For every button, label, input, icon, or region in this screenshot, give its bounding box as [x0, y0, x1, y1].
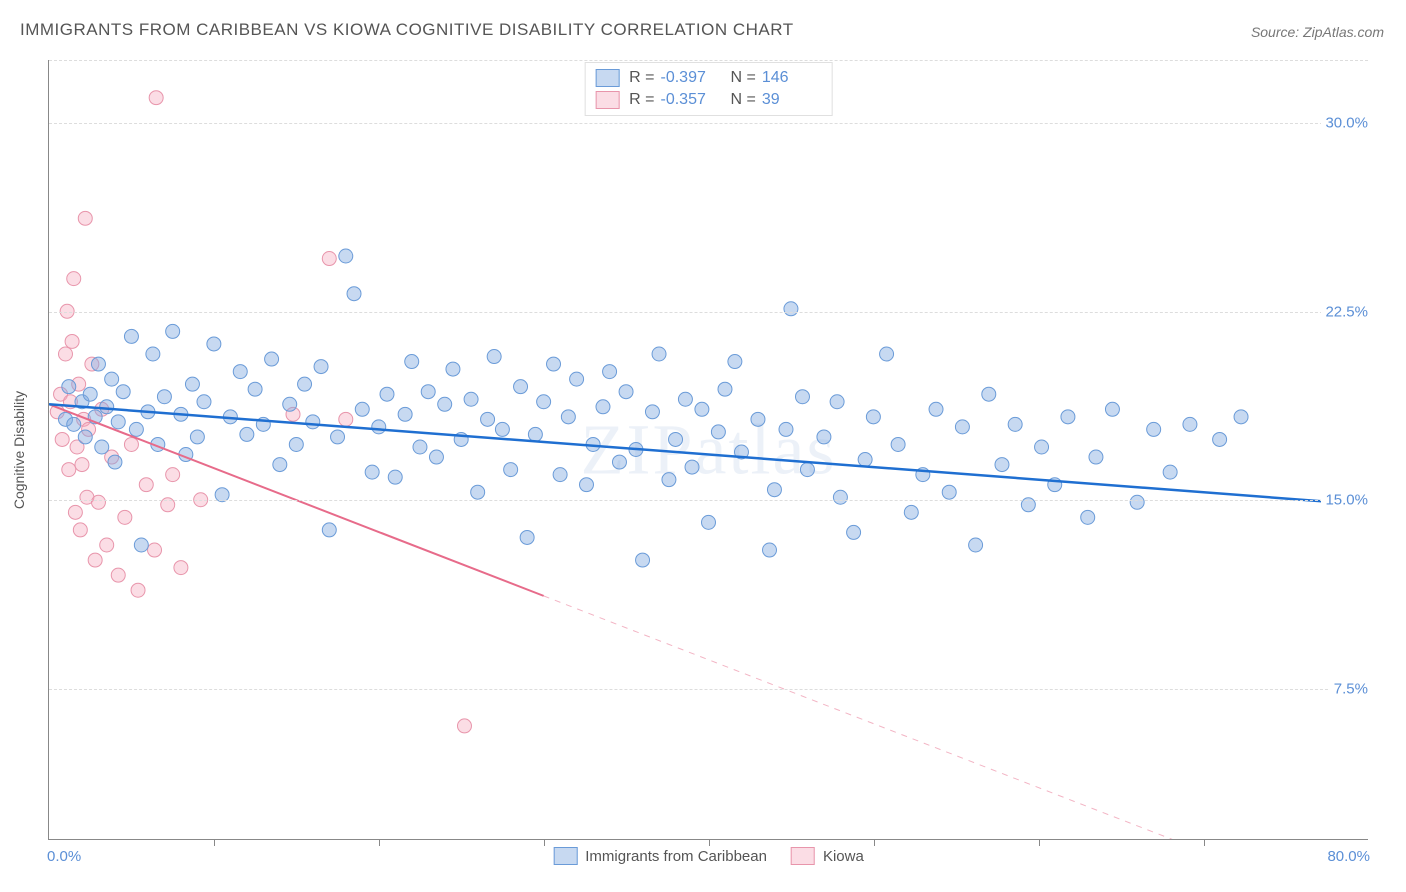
grid-line	[49, 689, 1368, 690]
y-axis-title: Cognitive Disability	[11, 390, 27, 508]
grid-line	[49, 500, 1368, 501]
x-tick	[214, 839, 215, 846]
x-tick	[379, 839, 380, 846]
grid-line	[49, 60, 1368, 61]
swatch-caribbean-icon	[553, 847, 577, 865]
x-max-label: 80.0%	[1327, 848, 1370, 865]
x-tick	[874, 839, 875, 846]
x-tick	[1039, 839, 1040, 846]
x-tick	[1204, 839, 1205, 846]
chart-title: IMMIGRANTS FROM CARIBBEAN VS KIOWA COGNI…	[20, 20, 794, 40]
stats-row-caribbean: R = -0.397 N = 146	[595, 67, 822, 89]
y-tick-label: 30.0%	[1321, 112, 1372, 133]
source-attribution: Source: ZipAtlas.com	[1251, 24, 1384, 40]
grid-line	[49, 123, 1368, 124]
r-value-kiowa: -0.357	[661, 91, 721, 109]
swatch-kiowa-icon	[595, 91, 619, 109]
x-tick	[709, 839, 710, 846]
x-tick	[544, 839, 545, 846]
n-value-kiowa: 39	[762, 91, 822, 109]
swatch-caribbean-icon	[595, 69, 619, 87]
grid-line	[49, 312, 1368, 313]
n-value-caribbean: 146	[762, 69, 822, 87]
legend-label-caribbean: Immigrants from Caribbean	[585, 848, 767, 865]
stats-row-kiowa: R = -0.357 N = 39	[595, 89, 822, 111]
swatch-kiowa-icon	[791, 847, 815, 865]
y-tick-label: 7.5%	[1330, 679, 1372, 700]
plot-area: Cognitive Disability ZIPatlas R = -0.397…	[48, 60, 1368, 840]
n-label: N =	[731, 69, 756, 87]
n-label: N =	[731, 91, 756, 109]
legend-item-kiowa: Kiowa	[791, 847, 864, 865]
y-tick-label: 15.0%	[1321, 490, 1372, 511]
bottom-legend: Immigrants from Caribbean Kiowa	[553, 847, 864, 865]
x-min-label: 0.0%	[47, 848, 81, 865]
legend-label-kiowa: Kiowa	[823, 848, 864, 865]
r-label: R =	[629, 91, 654, 109]
scatter-svg	[49, 60, 1368, 839]
r-value-caribbean: -0.397	[661, 69, 721, 87]
r-label: R =	[629, 69, 654, 87]
stats-legend: R = -0.397 N = 146 R = -0.357 N = 39	[584, 62, 833, 116]
legend-item-caribbean: Immigrants from Caribbean	[553, 847, 767, 865]
y-tick-label: 22.5%	[1321, 301, 1372, 322]
